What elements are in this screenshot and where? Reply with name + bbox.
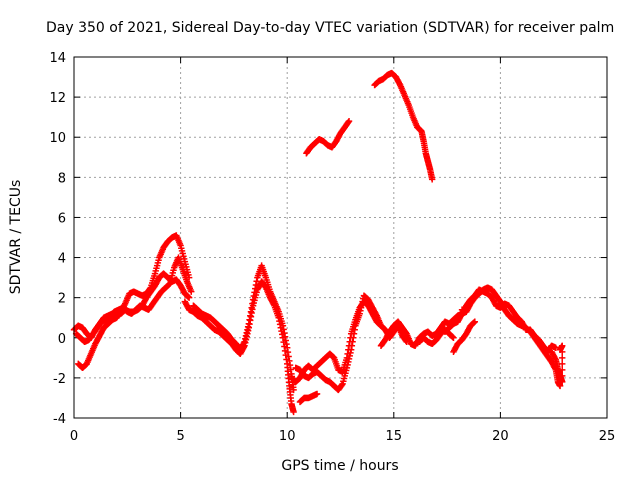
data-point xyxy=(377,322,385,329)
series-arc-15 xyxy=(303,117,353,157)
series-arc-7 xyxy=(296,390,321,406)
y-tick-label: 8 xyxy=(58,171,66,186)
data-points xyxy=(70,69,566,416)
series-arc-14 xyxy=(548,342,566,386)
x-tick-label: 5 xyxy=(176,429,184,444)
y-tick-label: 6 xyxy=(58,211,66,226)
grid xyxy=(74,57,607,418)
x-tick-label: 15 xyxy=(386,429,403,444)
data-point xyxy=(450,334,457,341)
y-tick-label: 14 xyxy=(49,51,66,66)
x-tick-label: 0 xyxy=(70,429,78,444)
data-point xyxy=(471,318,479,325)
data-point xyxy=(556,346,564,354)
series-arc-5 xyxy=(190,262,297,394)
x-axis-title: GPS time / hours xyxy=(281,458,398,474)
data-point xyxy=(185,294,193,301)
data-point xyxy=(559,366,566,374)
x-tick-label: 10 xyxy=(279,429,296,444)
data-point xyxy=(345,117,353,125)
series-arc-3 xyxy=(72,254,195,345)
x-tick-label: 25 xyxy=(599,429,616,444)
data-point xyxy=(559,354,566,362)
y-tick-label: 10 xyxy=(49,131,66,146)
series-arc-1 xyxy=(70,270,193,341)
data-point xyxy=(290,408,297,416)
series-arc-10 xyxy=(416,326,457,347)
series-arc-8 xyxy=(292,292,385,394)
data-point xyxy=(188,288,195,295)
series-arc-16 xyxy=(371,69,436,183)
y-tick-label: -4 xyxy=(53,412,66,427)
series-arc-6 xyxy=(288,298,410,386)
data-point xyxy=(556,382,564,390)
data-point xyxy=(559,360,566,368)
series-arc-2 xyxy=(75,232,193,372)
y-tick-label: 4 xyxy=(58,252,66,267)
series-arc-13 xyxy=(458,306,470,315)
series-arc-12 xyxy=(450,318,479,356)
y-tick-label: -2 xyxy=(53,372,66,387)
data-point xyxy=(313,390,321,398)
chart-title: Day 350 of 2021, Sidereal Day-to-day VTE… xyxy=(46,20,614,36)
x-tick-label: 20 xyxy=(492,429,509,444)
y-axis-title: SDTVAR / TECUs xyxy=(8,180,24,295)
data-point xyxy=(428,176,436,183)
data-point xyxy=(463,308,470,315)
plot-frame xyxy=(73,56,608,419)
y-tick-label: 2 xyxy=(58,292,66,307)
y-tick-label: 0 xyxy=(58,332,66,347)
data-point xyxy=(290,386,297,394)
data-point xyxy=(559,378,566,386)
data-point xyxy=(559,372,566,380)
y-tick-label: 12 xyxy=(49,91,66,106)
